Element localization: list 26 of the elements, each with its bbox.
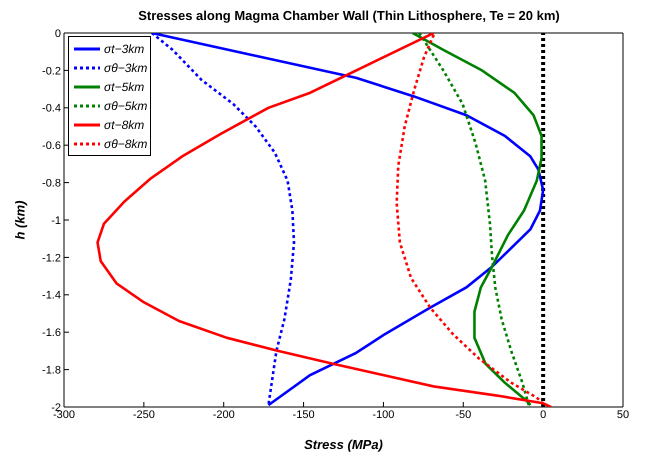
y-tick-label: -1.6 — [42, 327, 61, 340]
y-axis-title: h (km) — [12, 200, 28, 240]
legend-label: σt−5km — [104, 80, 144, 94]
x-axis-title: Stress (MPa) — [304, 437, 383, 452]
y-tick-label: -1.8 — [42, 364, 61, 377]
chart-title: Stresses along Magma Chamber Wall (Thin Lithosphere, Te = 20 km) — [137, 8, 561, 23]
y-tick-label: -0.2 — [42, 65, 61, 78]
x-tick-label: -50 — [455, 408, 472, 421]
y-tick-label: -1.4 — [42, 290, 61, 302]
legend-label: σθ−3km — [104, 60, 148, 74]
y-tick-label: -1 — [51, 214, 61, 227]
x-tick-label: -200 — [212, 408, 235, 421]
x-tick-label: -100 — [372, 408, 394, 421]
y-tick-label: -0.6 — [42, 140, 61, 152]
y-tick-label: -1.2 — [42, 252, 61, 264]
y-tick-label: -0.4 — [42, 102, 61, 115]
x-tick-label: -250 — [132, 408, 155, 421]
x-tick-label: -150 — [292, 408, 315, 421]
legend-label: σθ−8km — [104, 136, 148, 150]
x-tick-label: 0 — [540, 408, 546, 421]
y-tick-label: 0 — [54, 28, 61, 40]
legend-label: σt−8km — [104, 118, 144, 132]
legend-label: σt−3km — [104, 42, 144, 56]
y-tick-label: -0.8 — [42, 178, 61, 190]
legend-label: σθ−5km — [104, 98, 148, 112]
x-tick-label: 50 — [616, 408, 630, 421]
